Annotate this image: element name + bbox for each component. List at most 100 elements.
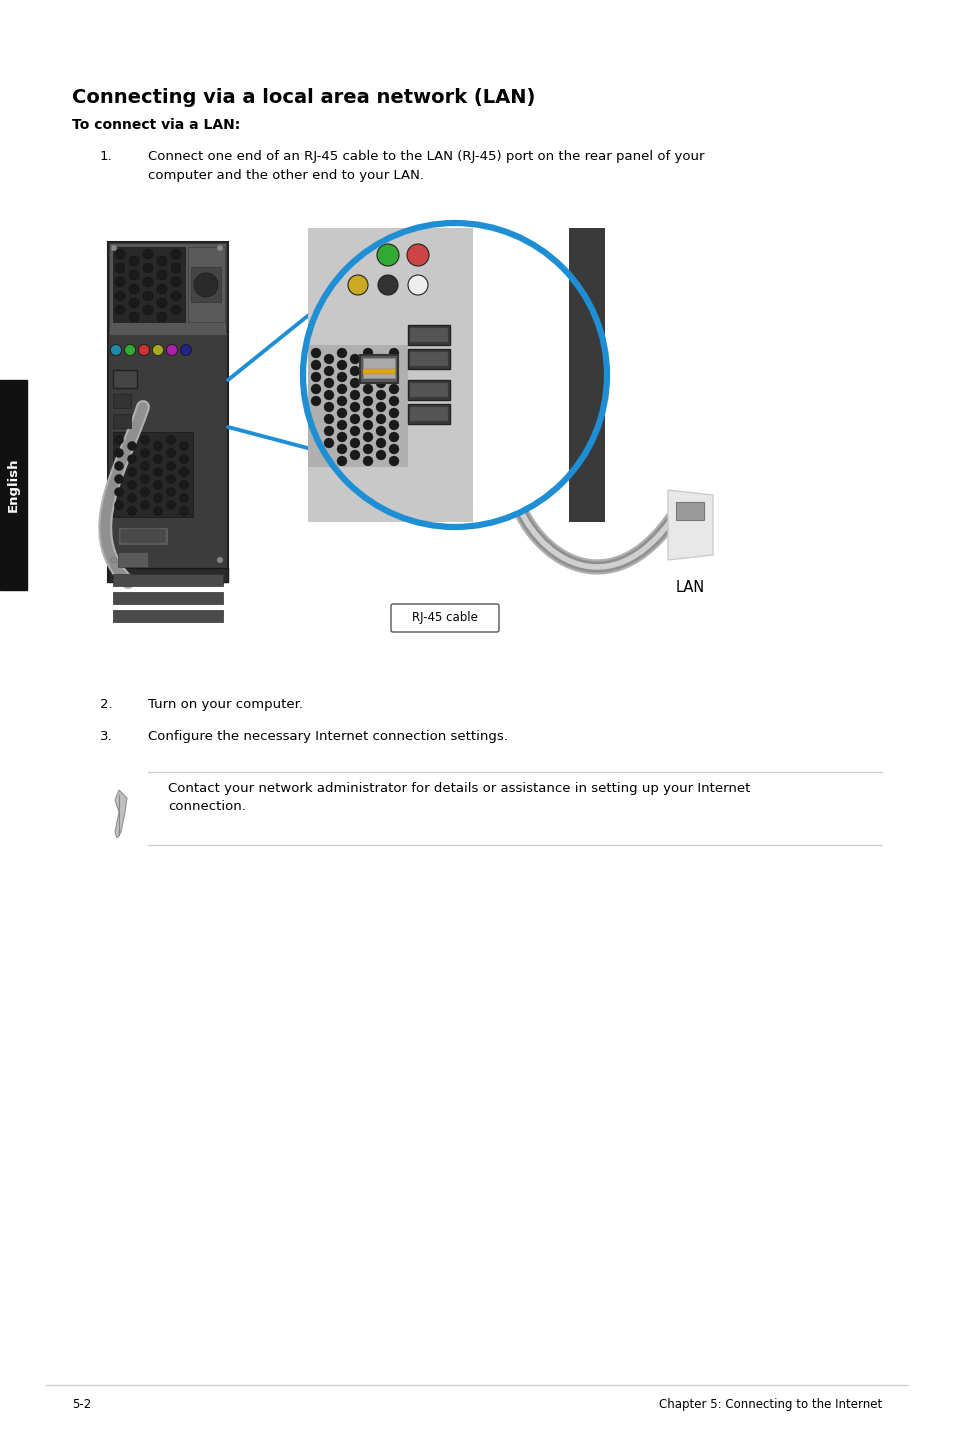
Circle shape: [336, 456, 347, 466]
Bar: [112, 247, 185, 322]
Circle shape: [363, 384, 373, 394]
Text: connection.: connection.: [168, 800, 246, 812]
Circle shape: [171, 249, 181, 259]
Bar: [363, 358, 395, 378]
Circle shape: [336, 420, 347, 430]
Circle shape: [140, 436, 150, 444]
Circle shape: [129, 298, 139, 308]
Circle shape: [179, 480, 189, 489]
Bar: [112, 394, 131, 408]
Circle shape: [111, 244, 117, 252]
Circle shape: [324, 403, 334, 413]
Text: Configure the necessary Internet connection settings.: Configure the necessary Internet connect…: [148, 731, 507, 743]
Circle shape: [350, 450, 359, 460]
Circle shape: [157, 270, 167, 280]
Text: 2.: 2.: [100, 697, 112, 710]
Circle shape: [336, 372, 347, 383]
Bar: [568, 229, 604, 522]
Circle shape: [311, 384, 320, 394]
Circle shape: [179, 493, 189, 502]
Text: 3.: 3.: [100, 731, 112, 743]
Bar: [410, 383, 448, 397]
Circle shape: [375, 439, 386, 449]
Circle shape: [167, 462, 175, 470]
Circle shape: [128, 467, 136, 476]
FancyBboxPatch shape: [391, 604, 498, 631]
Text: Connect one end of an RJ-45 cable to the LAN (RJ-45) port on the rear panel of y: Connect one end of an RJ-45 cable to the…: [148, 150, 703, 181]
Circle shape: [336, 360, 347, 370]
Circle shape: [140, 475, 150, 483]
Circle shape: [140, 462, 150, 470]
Circle shape: [336, 384, 347, 394]
Circle shape: [153, 467, 162, 476]
Circle shape: [324, 426, 334, 436]
Bar: [112, 370, 137, 388]
Bar: [410, 407, 448, 421]
Circle shape: [389, 408, 398, 418]
Bar: [108, 568, 228, 582]
Circle shape: [350, 414, 359, 424]
Circle shape: [115, 290, 125, 301]
Circle shape: [115, 249, 125, 259]
Circle shape: [129, 312, 139, 322]
Circle shape: [167, 475, 175, 483]
Circle shape: [128, 454, 136, 463]
Bar: [308, 229, 473, 522]
Bar: [408, 325, 450, 345]
Circle shape: [129, 283, 139, 293]
Circle shape: [179, 506, 189, 515]
Text: English: English: [7, 457, 19, 512]
Bar: [359, 355, 397, 383]
Circle shape: [336, 444, 347, 454]
Circle shape: [350, 354, 359, 364]
Circle shape: [376, 244, 398, 266]
Bar: [121, 531, 165, 542]
Circle shape: [408, 275, 428, 295]
Circle shape: [389, 444, 398, 454]
Circle shape: [389, 372, 398, 383]
Bar: [188, 247, 225, 322]
Circle shape: [114, 449, 123, 457]
Circle shape: [157, 312, 167, 322]
Bar: [108, 242, 228, 582]
Bar: [410, 328, 448, 342]
Circle shape: [114, 462, 123, 470]
Circle shape: [143, 305, 152, 315]
Circle shape: [179, 467, 189, 476]
Circle shape: [143, 263, 152, 273]
Circle shape: [114, 436, 123, 444]
Circle shape: [152, 345, 163, 355]
Circle shape: [129, 270, 139, 280]
Circle shape: [311, 372, 320, 383]
Circle shape: [128, 480, 136, 489]
Circle shape: [336, 395, 347, 406]
Circle shape: [114, 500, 123, 509]
Bar: [308, 345, 408, 467]
Text: Connecting via a local area network (LAN): Connecting via a local area network (LAN…: [71, 88, 535, 106]
Circle shape: [303, 223, 606, 526]
Circle shape: [324, 390, 334, 400]
Circle shape: [153, 480, 162, 489]
Circle shape: [171, 290, 181, 301]
Bar: [118, 526, 168, 545]
Text: 1.: 1.: [100, 150, 112, 162]
Circle shape: [167, 500, 175, 509]
Circle shape: [375, 390, 386, 400]
Text: Chapter 5: Connecting to the Internet: Chapter 5: Connecting to the Internet: [659, 1398, 882, 1411]
Circle shape: [311, 360, 320, 370]
Circle shape: [171, 305, 181, 315]
Circle shape: [157, 298, 167, 308]
Circle shape: [128, 441, 136, 450]
Circle shape: [167, 449, 175, 457]
Circle shape: [363, 408, 373, 418]
Circle shape: [311, 395, 320, 406]
Bar: [112, 610, 223, 623]
Circle shape: [143, 290, 152, 301]
Circle shape: [407, 244, 429, 266]
Circle shape: [363, 420, 373, 430]
Bar: [112, 431, 193, 518]
Circle shape: [115, 263, 125, 273]
Circle shape: [111, 557, 117, 564]
Text: LAN: LAN: [675, 580, 704, 595]
Bar: [118, 552, 148, 567]
